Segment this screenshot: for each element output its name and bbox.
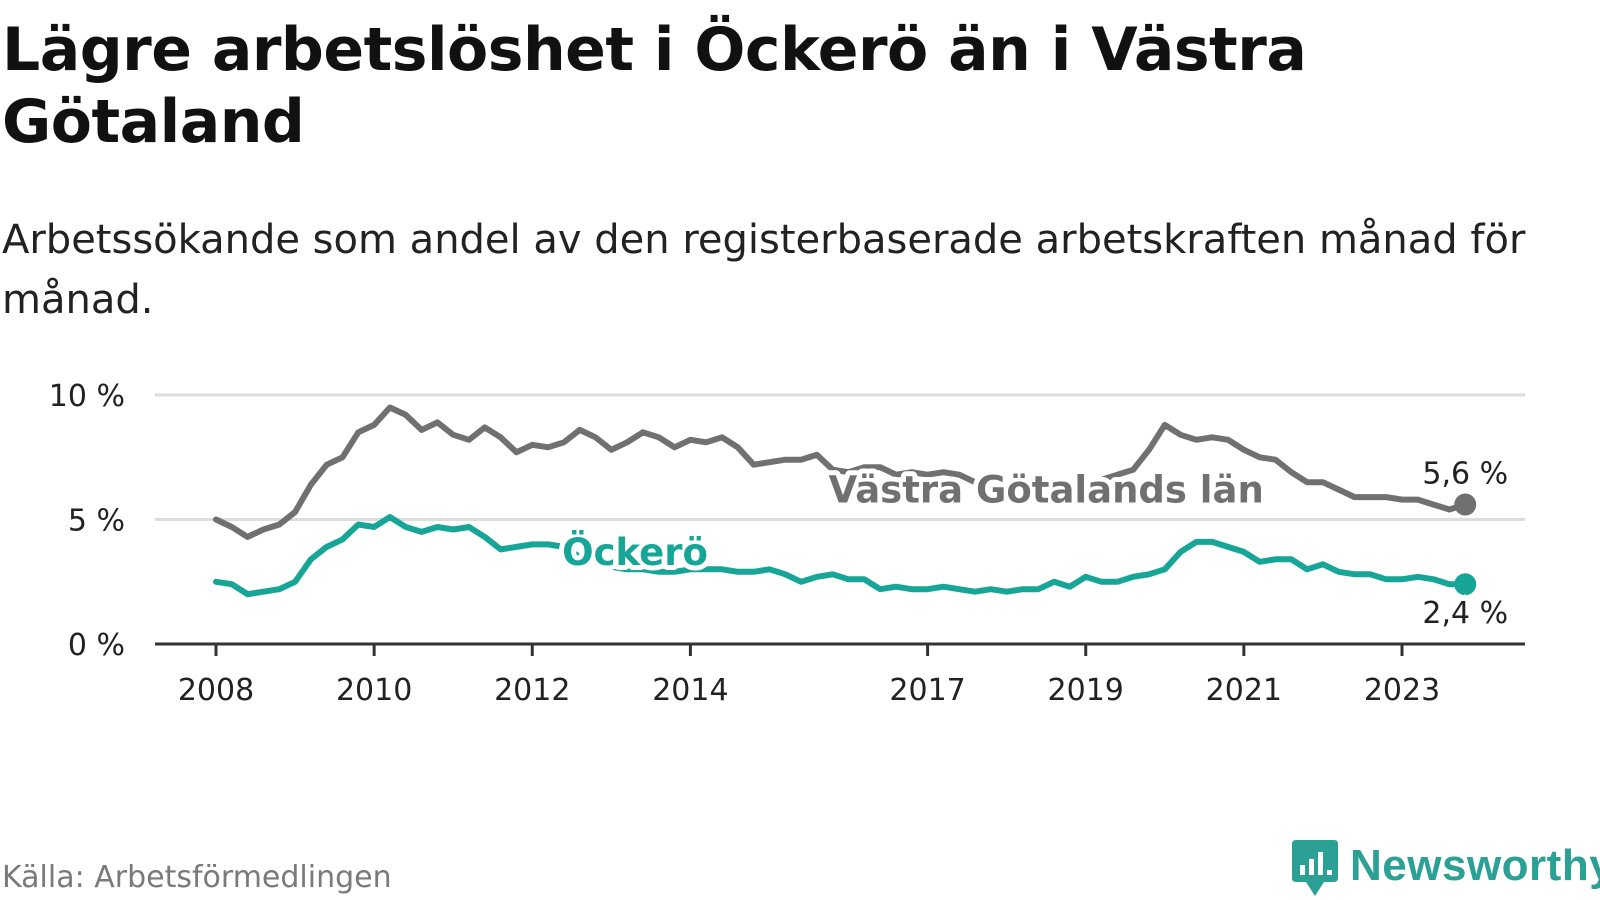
x-tick-label: 2012 xyxy=(494,673,570,708)
end-value-label-ockero: 2,4 % xyxy=(1422,596,1508,631)
unemployment-line-chart: 0 %5 %10 % 2008 2010 2012 2014 2017 2019 2021 2… xyxy=(49,379,1525,708)
brand-name: Newsworthy xyxy=(1350,841,1600,890)
x-tick-label: 2017 xyxy=(889,673,965,708)
x-tick-label: 2023 xyxy=(1364,673,1440,708)
label-layer: Västra Götalands län Öckerö 5,6 % 2,4 % xyxy=(557,454,1511,635)
series-line-ockero xyxy=(213,514,1469,598)
series-name-label-ockero: Öckerö xyxy=(562,530,708,574)
series-end-dot-vastra xyxy=(1454,493,1477,516)
x-tick-label: 2019 xyxy=(1048,673,1124,708)
series-line-vastra xyxy=(213,404,1469,540)
x-tick-label: 2021 xyxy=(1206,673,1282,708)
source-note: Källa: Arbetsförmedlingen xyxy=(2,860,392,895)
y-tick-label: 10 % xyxy=(49,379,125,414)
x-tick-label: 2008 xyxy=(178,673,254,708)
series-end-dot-ockero xyxy=(1454,573,1477,596)
y-axis-ticks: 0 % 5 % 10 % xyxy=(49,379,125,663)
x-tick-label: 2014 xyxy=(652,673,728,708)
y-tick-label: 0 % xyxy=(68,628,125,663)
x-tick-label: 2010 xyxy=(336,673,412,708)
y-tick-label: 5 % xyxy=(68,504,125,539)
brand-logo: Newsworthy xyxy=(1290,840,1600,900)
end-value-label-vastra: 5,6 % xyxy=(1422,457,1508,492)
newsworthy-logo-icon xyxy=(1292,840,1338,896)
series-layer xyxy=(213,404,1477,598)
page-title: Lägre arbetslöshet i Öckerö än i Västra … xyxy=(2,15,1307,157)
series-name-label-vastra: Västra Götalands län xyxy=(829,469,1264,512)
x-axis-ticks: 2008 2010 2012 2014 2017 2019 2021 2023 xyxy=(155,642,1525,708)
page-subtitle: Arbetssökande som andel av den registerb… xyxy=(2,217,1526,323)
